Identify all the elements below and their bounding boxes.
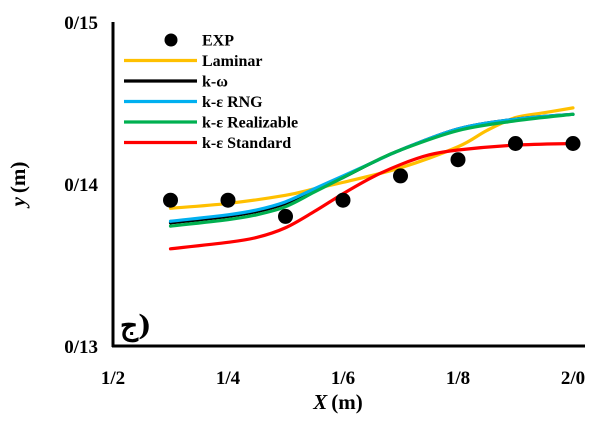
exp-data-point [508, 136, 523, 151]
legend-label: k-ω [202, 74, 228, 91]
y-tick-label: 0/15 [64, 13, 98, 34]
x-tick-label: 1/4 [216, 368, 241, 389]
exp-data-point [565, 136, 581, 151]
legend-label: EXP [202, 33, 234, 50]
y-axis-title-var: y [6, 196, 30, 209]
exp-data-point [393, 168, 408, 184]
x-axis-title-unit: (m) [331, 390, 362, 414]
legend-label: k-ε Realizable [202, 115, 298, 132]
axes [111, 22, 585, 348]
legend-label: Laminar [202, 53, 262, 70]
exp-data-point [220, 192, 236, 208]
series-line-k-epsilon-realizable [168, 112, 575, 228]
exp-data-point [335, 192, 351, 208]
y-tick-label: 0/14 [64, 175, 98, 196]
legend-item: k-ε RNG [124, 94, 263, 111]
y-axis-title-unit: (m) [6, 162, 30, 193]
exp-data-point [450, 152, 466, 168]
y-axis-title: y (m) [6, 162, 30, 210]
legend-item: EXP [164, 33, 234, 50]
legend-item: k-ε Standard [124, 135, 291, 152]
legend-item: k-ω [124, 74, 228, 91]
legend-label: k-ε Standard [202, 135, 291, 152]
legend-item: Laminar [124, 53, 262, 70]
x-tick-label: 1/6 [331, 368, 355, 389]
y-tick-label: 0/13 [64, 337, 98, 358]
plot-points [163, 136, 581, 224]
x-tick-labels: 1/2 1/4 1/6 1/8 2/0 [101, 368, 585, 389]
legend-label: k-ε RNG [202, 94, 263, 111]
legend: EXP Laminar k-ω k-ε RNG k-ε Realizable k-ε St… [124, 33, 298, 152]
y-tick-labels: 0/13 0/14 0/15 [64, 13, 98, 358]
series-line-k-epsilon-standard [168, 141, 575, 251]
x-tick-label: 1/8 [446, 368, 470, 389]
x-axis-title-var: X [312, 390, 328, 414]
legend-marker [164, 33, 178, 47]
legend-item: k-ε Realizable [124, 115, 298, 132]
x-tick-label: 1/2 [101, 368, 125, 389]
exp-data-point [278, 208, 293, 224]
plot-lines [168, 106, 575, 251]
exp-data-point [163, 192, 178, 208]
x-tick-label: 2/0 [561, 368, 585, 389]
panel-label: ج) [120, 309, 151, 343]
series-line-laminar [168, 106, 575, 210]
x-axis-title: X (m) [312, 390, 363, 414]
